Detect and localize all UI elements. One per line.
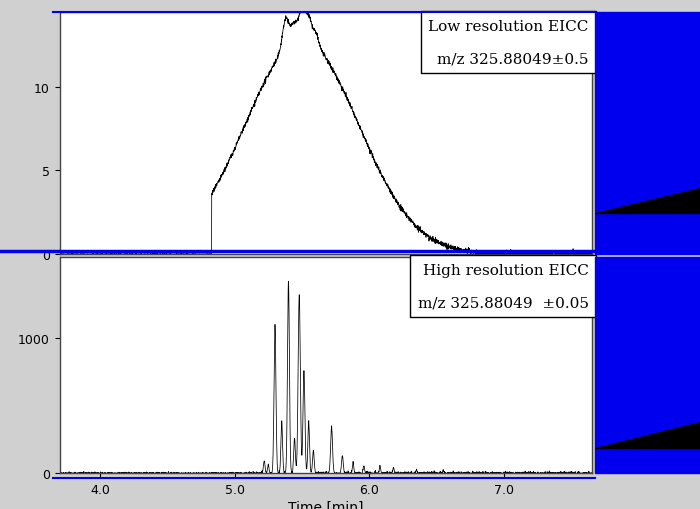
Text: Low resolution EICC

m/z 325.88049±0.5: Low resolution EICC m/z 325.88049±0.5 — [428, 20, 589, 66]
Text: High resolution EICC

m/z 325.88049  ±0.05: High resolution EICC m/z 325.88049 ±0.05 — [418, 264, 589, 310]
X-axis label: Time [min]: Time [min] — [288, 500, 363, 509]
